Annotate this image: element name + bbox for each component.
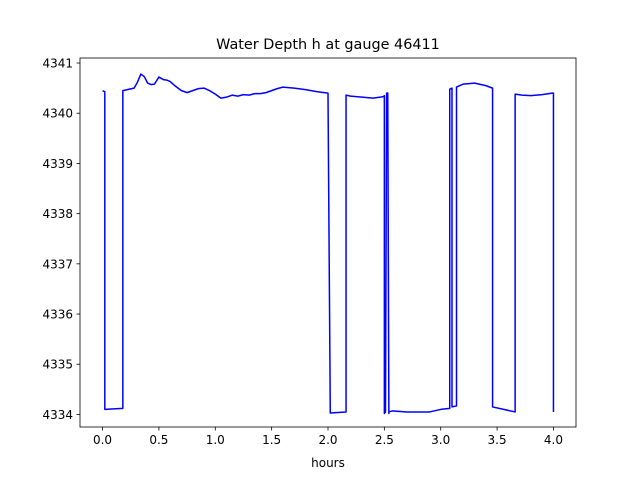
y-tick-label: 4337 (42, 257, 73, 271)
x-tick-label: 1.5 (262, 433, 281, 447)
x-tick-label: 3.5 (488, 433, 507, 447)
y-tick-label: 4336 (42, 308, 73, 322)
x-axis-label: hours (311, 456, 345, 470)
y-tick-label: 4341 (42, 57, 73, 71)
plot-area (102, 73, 555, 415)
x-tick-label: 0.5 (149, 433, 168, 447)
x-tick-label: 2.5 (375, 433, 394, 447)
y-tick-label: 4334 (42, 408, 73, 422)
chart-title: Water Depth h at gauge 46411 (216, 37, 440, 53)
x-tick-label: 1.0 (206, 433, 225, 447)
y-tick-label: 4335 (42, 358, 73, 372)
series-line-0 (102, 73, 555, 415)
x-tick-label: 3.0 (431, 433, 450, 447)
y-tick-label: 4338 (42, 207, 73, 221)
x-tick-label: 4.0 (544, 433, 563, 447)
x-tick-label: 0.0 (93, 433, 112, 447)
axes: 0.0 0.5 1.0 1.5 2.0 2.5 3.0 3.5 4.0 4334 4335 4336 4… (42, 57, 577, 447)
y-tick-label: 4340 (42, 107, 73, 121)
y-tick-label: 4339 (42, 157, 73, 171)
x-tick-label: 2.0 (318, 433, 337, 447)
